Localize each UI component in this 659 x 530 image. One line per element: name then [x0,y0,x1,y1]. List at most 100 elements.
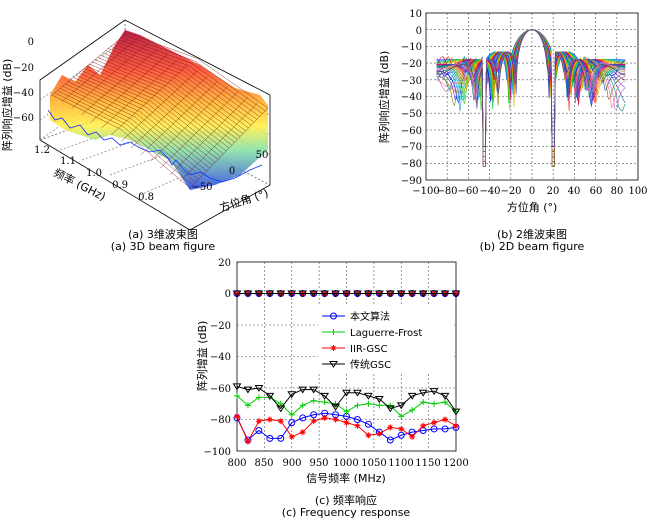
b-xtick-9: 80 [611,186,624,197]
c-ylabel: 阵列增益 (dB) [195,321,209,392]
mesh-line-u [116,41,258,120]
c-data-point [385,405,395,413]
a-ytick-3: 0.9 [112,180,128,191]
c-zero-point [451,290,461,298]
c-data-point [409,407,416,414]
b-ytick-2: −10 [401,42,422,53]
c-data-point [442,416,449,423]
mesh-line-v [150,86,228,162]
c-data-point [299,429,306,436]
mesh-line-u [97,57,238,140]
b-ytick-3: −20 [401,59,422,70]
mesh-line-u [92,61,232,146]
c-series-line [236,385,457,412]
c-zero-point [276,290,286,298]
c-data-point [407,392,417,400]
c-ytick-0: 20 [218,258,231,269]
c-data-point [244,438,251,445]
c-data-point [441,425,449,433]
c-data-point [387,402,394,409]
b-ytick-8: −70 [401,142,422,153]
c-data-point [288,419,296,427]
c-ticks: 20 0 −20 −40 −60 −80 −100 800 850 900 95… [204,258,469,469]
c-data-point [376,430,383,437]
c-data-point [234,392,240,399]
c-data-point [453,422,459,429]
c-caption-en: (c) Frequency response [282,506,411,519]
b-ytick-0: 10 [409,9,422,20]
a-ytick-4: 0.8 [138,192,154,203]
mesh-line-v [71,43,148,109]
c-zero-point [385,290,395,298]
c-legend-label-1: Laguerre-Frost [350,328,422,339]
c-data-point [451,408,461,416]
mesh-line-u [65,83,205,174]
b-ytick-1: 0 [416,26,422,37]
c-data-point [431,419,438,426]
b-ylabel: 阵列响应增益 (dB) [377,51,391,144]
a-xtick-2: 50 [256,150,269,161]
c-legend: 本文算法 Laguerre-Frost IIR-GSC 传统GSC [318,306,454,374]
c-data-point [354,402,361,409]
c-data-point [365,400,372,407]
a-zlabel: 阵列响应增益 (dB) [0,59,14,152]
c-ytick-3: −40 [210,352,231,363]
a-ztick-0: 0 [28,37,34,48]
c-data-point [420,399,427,406]
c-zero-point [363,290,373,298]
b-xtick-10: 100 [628,186,647,197]
a-caption-en: (a) 3D beam figure [111,240,216,253]
c-xtick-6: 1100 [388,458,413,469]
c-data-point [288,433,295,440]
a-caption-cn: (a) 3维波束图 [128,228,198,241]
c-data-point [364,420,372,428]
c-data-point [255,427,263,435]
b-caption-en: (b) 2D beam figure [480,240,585,253]
b-beam-curves [436,29,626,167]
mesh-line-u [70,79,210,169]
b-xtick-5: 0 [529,186,535,197]
a-xtick-0: −50 [191,182,212,193]
b-xlabel: 方位角 (°) [507,200,558,214]
c-data-point [332,416,339,423]
c-data-point [431,400,438,407]
c-data-point [442,399,449,406]
c-data-point [244,402,251,409]
mesh-line-u [102,52,244,134]
c-data-point [310,418,317,425]
c-data-point [398,413,405,420]
c-data-point [396,402,406,410]
c-ytick-5: −80 [210,415,231,426]
a-ztick-3: −60 [13,113,34,124]
mesh-line-v [130,75,208,149]
c-data-point [299,414,307,422]
c-zero-point [331,290,340,298]
c-data-point [418,389,428,397]
b-xtick-2: −60 [457,186,478,197]
c-zero-point [418,290,428,298]
c-zero-point [254,290,264,298]
c-caption-cn: (c) 频率响应 [315,493,377,507]
mesh-line-u [78,72,219,160]
a-ytick-0: 1.2 [34,145,50,156]
mesh-line-u [68,81,207,172]
c-xtick-4: 1000 [333,458,358,469]
b-xtick-1: −80 [436,186,457,197]
c-series-3 [232,290,461,416]
c-data-point [232,383,242,391]
mesh-line-u [54,92,193,186]
c-zero-point [232,290,242,298]
b-xtick-0: −100 [412,186,439,197]
c-xtick-7: 1150 [415,458,440,469]
b-ticks: 10 0 −10 −20 −30 −40 −50 −60 −70 −80 −90… [401,9,648,197]
c-data-point [298,386,308,394]
c-ytick-1: 0 [225,289,231,300]
c-data-point [397,431,405,439]
c-data-point [430,425,438,433]
c-data-point [255,394,262,401]
c-legend-marker-0 [330,312,337,320]
c-legend-marker-2 [330,345,337,351]
c-data-point [440,392,450,400]
mesh-line-u [118,39,260,117]
